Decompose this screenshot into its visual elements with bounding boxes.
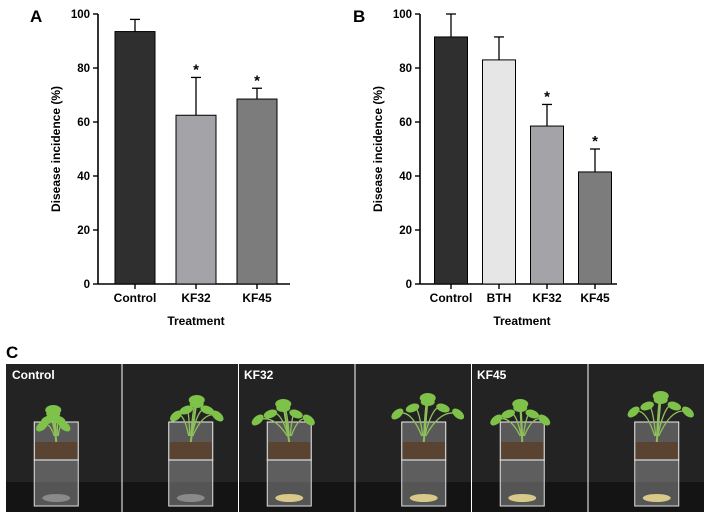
pot-soil — [501, 442, 544, 459]
y-axis-title: Disease incidence (%) — [371, 86, 385, 212]
reservoir-liquid — [642, 494, 671, 502]
category-label: KF45 — [242, 291, 272, 305]
plant-leaf — [263, 409, 278, 419]
photo-label-control: Control — [12, 368, 55, 382]
plant-photo — [355, 364, 471, 512]
plant-leaf — [682, 406, 694, 418]
pot-soil — [35, 442, 78, 459]
significance-star: * — [254, 72, 260, 89]
pot-soil — [402, 442, 445, 459]
photo-label-kf45: KF45 — [477, 368, 507, 382]
x-axis-title: Treatment — [493, 314, 550, 328]
category-label: KF45 — [580, 291, 610, 305]
category-label: KF32 — [532, 291, 562, 305]
plant-leaf — [391, 408, 404, 420]
plant-leaf — [525, 409, 539, 419]
plant-photo — [239, 364, 355, 512]
plant-leaf — [302, 414, 315, 426]
plant-leaf — [452, 408, 465, 420]
plant-leaf — [436, 403, 450, 413]
bar — [114, 31, 156, 285]
panel-letter-a: A — [30, 7, 42, 26]
plant-leaf — [251, 414, 264, 426]
plant-photo — [472, 364, 588, 512]
bar — [530, 125, 564, 285]
plant-leaf — [188, 395, 205, 405]
y-axis-title: Disease incidence (%) — [49, 86, 63, 212]
significance-star: * — [592, 133, 598, 150]
plant-leaf — [58, 420, 71, 432]
chart-a: 0 20 40 60 80 100 Control * KF32 * KF45 Treatment Di… — [49, 9, 290, 328]
y-tick-label: 20 — [77, 225, 90, 237]
chart-b: 0 20 40 60 80 100 Control BTH * KF32 * KF45 Treatmen… — [371, 9, 617, 328]
plant-photo — [122, 364, 238, 512]
pot-soil — [169, 442, 212, 459]
reservoir-liquid — [409, 494, 438, 502]
plant-photo — [6, 364, 122, 512]
plant-leaf — [490, 414, 503, 426]
plant-photo — [588, 364, 704, 512]
plant-leaf — [512, 399, 529, 409]
y-tick-label: 100 — [393, 9, 412, 21]
plant-leaf — [667, 401, 682, 411]
photo-label-kf32: KF32 — [244, 368, 274, 382]
y-tick-label: 40 — [399, 171, 412, 183]
significance-star: * — [193, 61, 199, 78]
plant-leaf — [289, 409, 303, 419]
bar — [175, 114, 217, 285]
plant-leaf — [627, 406, 640, 418]
y-tick-label: 0 — [84, 279, 90, 291]
y-tick-label: 40 — [77, 171, 90, 183]
panel-letter-c: C — [6, 343, 18, 362]
reservoir-liquid — [42, 494, 71, 502]
significance-star: * — [544, 88, 550, 105]
plant-leaf — [275, 399, 292, 409]
reservoir-liquid — [508, 494, 537, 502]
category-label: KF32 — [181, 291, 211, 305]
y-tick-label: 0 — [406, 279, 412, 291]
y-tick-label: 80 — [77, 63, 90, 75]
y-tick-label: 60 — [77, 117, 90, 129]
reservoir-liquid — [275, 494, 304, 502]
plant-leaf — [419, 393, 436, 403]
panel-letter-b: B — [353, 7, 365, 26]
reservoir-liquid — [176, 494, 205, 502]
plant-leaf — [170, 410, 182, 422]
category-label: BTH — [487, 291, 512, 305]
y-tick-label: 100 — [71, 9, 90, 21]
plant-leaf — [405, 403, 420, 413]
plant-leaf — [640, 401, 654, 411]
category-label: Control — [114, 291, 157, 305]
plant-leaf — [501, 409, 515, 419]
bar — [578, 171, 612, 285]
category-label: Control — [430, 291, 473, 305]
bar — [482, 59, 516, 285]
plant-leaf — [179, 405, 194, 415]
plant-leaf — [652, 391, 669, 401]
y-tick-label: 60 — [399, 117, 412, 129]
pot-soil — [635, 442, 678, 459]
plant-leaf — [538, 414, 551, 426]
y-tick-label: 80 — [399, 63, 412, 75]
x-axis-title: Treatment — [167, 314, 224, 328]
plant-leaf — [200, 405, 214, 415]
plant-leaf — [211, 410, 224, 422]
plant-leaf — [45, 405, 62, 415]
bar — [434, 36, 468, 285]
photo-strip — [6, 364, 704, 512]
bar — [236, 98, 278, 285]
pot-soil — [268, 442, 311, 459]
y-tick-label: 20 — [399, 225, 412, 237]
